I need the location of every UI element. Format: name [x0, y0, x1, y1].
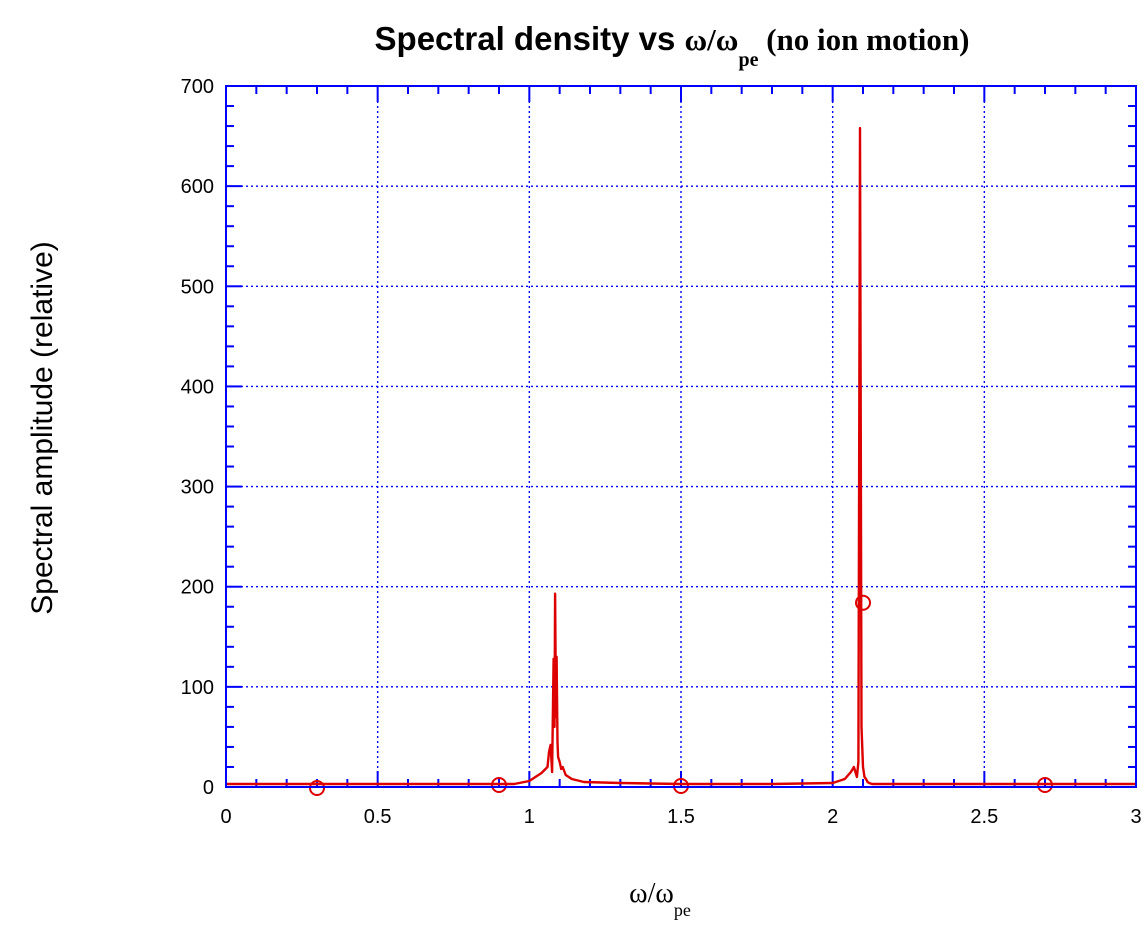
x-tick-label: 2	[827, 806, 838, 828]
x-tick-label: 1.5	[667, 806, 695, 828]
series-layer	[226, 126, 1136, 797]
data-point-marker	[673, 777, 689, 794]
y-tick-label: 200	[181, 577, 214, 599]
tick-label-layer: 0 0.5 1 1.5 2 2.5 3 0 100 200 300 400 500 600 700	[181, 76, 1142, 828]
chart-title-main: Spectral density vs	[375, 20, 685, 57]
x-tick-label: 3	[1130, 806, 1141, 828]
x-axis-label: ω/ωpe	[629, 878, 691, 920]
spectrum-line	[226, 126, 1136, 786]
chart-title: Spectral density vs ω/ωpe (no ion motion…	[375, 20, 970, 71]
chart-title-subscript: pe	[738, 49, 758, 71]
y-tick-label: 300	[181, 477, 214, 499]
y-tick-label: 400	[181, 376, 214, 398]
x-axis-label-subscript: pe	[674, 900, 691, 920]
y-axis-label: Spectral amplitude (relative)	[26, 241, 59, 615]
y-tick-label: 100	[181, 677, 214, 699]
data-point-marker	[1037, 776, 1053, 793]
y-tick-label: 500	[181, 276, 214, 298]
chart-title-tail: (no ion motion)	[758, 22, 969, 57]
y-tick-label: 0	[203, 777, 214, 799]
y-tick-label: 600	[181, 176, 214, 198]
x-tick-label: 0.5	[364, 806, 392, 828]
chart-title-ratio: ω/ω	[685, 22, 739, 57]
x-axis-label-main: ω/ω	[629, 878, 674, 909]
data-point-marker	[491, 776, 507, 793]
x-tick-label: 2.5	[970, 806, 998, 828]
grid-layer	[226, 86, 1136, 787]
data-point-marker	[855, 594, 871, 611]
data-point-marker	[309, 780, 325, 797]
plot-frame	[225, 85, 1137, 788]
y-tick-label: 700	[181, 76, 214, 98]
x-tick-label: 0	[220, 806, 231, 828]
x-tick-label: 1	[524, 806, 535, 828]
